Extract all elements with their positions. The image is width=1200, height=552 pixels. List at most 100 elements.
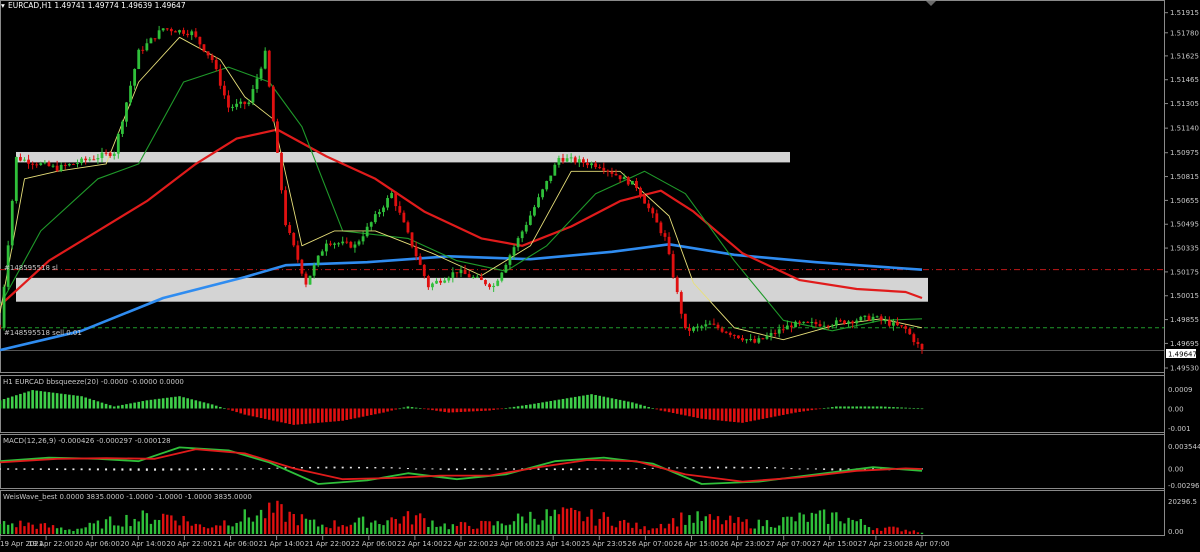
macd-hist-bar <box>211 468 214 470</box>
weis-bar <box>892 526 895 534</box>
candle-body <box>349 241 353 248</box>
bbsqueeze-bar <box>859 406 863 409</box>
weis-bar <box>484 521 487 534</box>
macd-hist-bar <box>170 468 173 471</box>
candle-body <box>55 165 59 171</box>
weis-bar <box>622 519 626 534</box>
bbsqueeze-bar <box>247 408 251 416</box>
weis-bar <box>920 532 924 534</box>
candle-body <box>679 292 683 314</box>
time-tick-label: 26 Apr 07:00 <box>627 540 673 548</box>
candle-body <box>732 334 736 336</box>
candle-body <box>594 163 598 168</box>
weis-bar <box>263 518 267 534</box>
weis-bar <box>47 527 51 534</box>
macd-hist-bar <box>839 468 842 471</box>
candle-body <box>398 206 402 213</box>
candle-body <box>165 28 169 30</box>
macd-hist-bar <box>349 466 352 469</box>
candle-body <box>410 232 414 247</box>
bbsqueeze-bar <box>365 408 369 416</box>
weis-bar <box>757 519 761 534</box>
weis-bar <box>145 513 149 534</box>
bbsqueeze-bar <box>488 408 491 411</box>
weis-bar <box>810 512 814 534</box>
weis-bar <box>884 527 887 534</box>
time-tick-label: 22 Apr 14:00 <box>397 540 443 548</box>
weis-bar <box>818 510 822 534</box>
candle-body <box>402 212 406 223</box>
weis-bar <box>268 502 271 534</box>
bbsqueeze-bar <box>626 401 630 409</box>
candle-body <box>459 269 463 274</box>
candle-body <box>769 333 773 336</box>
weis-bar <box>631 527 634 534</box>
time-tick-label: 22 Apr 06:00 <box>351 540 397 548</box>
candle-body <box>541 189 544 198</box>
bbsqueeze-bar <box>712 408 716 420</box>
weis-bar <box>231 526 234 534</box>
collapse-arrow-icon[interactable]: ▾ <box>1 1 5 10</box>
bbsqueeze-bar <box>292 408 296 425</box>
time-tick-label: 19 Apr 22:00 <box>28 540 74 548</box>
weis-bar <box>443 523 446 534</box>
candle-body <box>753 339 757 343</box>
bbsqueeze-bar <box>235 408 238 413</box>
candle-body <box>304 273 308 285</box>
candle-body <box>822 325 826 327</box>
weis-label: WeisWave_best 0.0000 3835.0000 -1.0000 -… <box>3 493 252 501</box>
bbsqueeze-bar <box>63 394 67 409</box>
candle-body <box>700 326 704 328</box>
weis-bar <box>822 509 826 534</box>
candle-body <box>720 328 724 332</box>
candle-body <box>581 159 585 163</box>
candle-body <box>251 89 255 103</box>
macd-hist-bar <box>300 467 303 469</box>
candle-body <box>259 68 263 79</box>
candle-body <box>614 173 618 176</box>
weis-bar <box>696 511 699 534</box>
weis-bar <box>578 511 581 534</box>
weis-bar <box>798 512 801 534</box>
weis-bar <box>896 527 899 534</box>
macd-hist-bar <box>700 466 703 469</box>
candle-body <box>830 325 834 327</box>
candle-body <box>847 321 850 324</box>
candle-body <box>765 335 769 339</box>
macd-hist-bar <box>684 467 687 469</box>
bbsqueeze-bar <box>765 408 769 419</box>
weis-bar <box>427 526 430 534</box>
bbsqueeze-bar <box>422 408 426 410</box>
ma-blue-line <box>0 243 923 352</box>
weis-bar <box>255 515 259 534</box>
macd-hist-bar <box>480 468 483 470</box>
weis-bar <box>129 526 132 534</box>
bbsqueeze-bar <box>320 408 324 423</box>
price-tick-label: 1.51780 <box>1170 29 1199 37</box>
candle-body <box>728 332 732 335</box>
bbsqueeze-bar <box>622 400 626 409</box>
bbsqueeze-bar <box>826 407 830 409</box>
candle-body <box>345 241 349 243</box>
candle-body <box>39 163 43 166</box>
bbsqueeze-bar <box>35 390 39 409</box>
macd-hist-bar <box>570 468 573 471</box>
weis-bar <box>863 524 867 534</box>
weis-bar <box>790 516 793 534</box>
macd-hist-bar <box>619 468 622 470</box>
candle-body <box>108 152 112 156</box>
candle-body <box>190 31 194 36</box>
weis-bar <box>76 528 79 534</box>
bbsqueeze-bar <box>569 397 573 409</box>
candle-body <box>524 224 528 232</box>
candle-body <box>320 251 324 256</box>
weis-bar <box>59 527 63 534</box>
candle-body <box>435 280 438 284</box>
bbsqueeze-bar <box>688 408 691 417</box>
bbsqueeze-bar <box>794 408 797 413</box>
macd-hist-bar <box>88 468 91 471</box>
macd-hist-bar <box>464 468 467 471</box>
weis-bar <box>594 525 597 534</box>
